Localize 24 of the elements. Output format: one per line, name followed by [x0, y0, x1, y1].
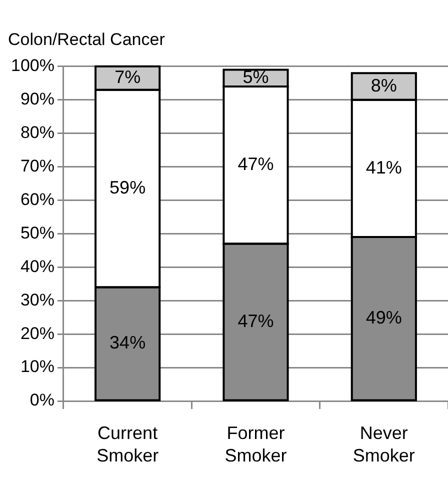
y-tick-label: 10% [20, 357, 54, 376]
y-tick-label: 0% [30, 390, 54, 410]
y-tick-label: 20% [20, 324, 54, 343]
y-tick-label: 40% [20, 256, 54, 276]
y-tick-label: 90% [20, 90, 54, 109]
y-tick-label: 50% [20, 223, 54, 242]
chart-title: Colon/Rectal Cancer [8, 30, 166, 49]
data-label: 49% [366, 308, 402, 328]
x-tick-label: Current Smoker [96, 423, 159, 466]
data-label: 34% [110, 332, 146, 353]
data-label: 7% [114, 67, 141, 88]
y-tick-label: 70% [20, 156, 54, 176]
x-tick-label: Never Smoker [352, 423, 415, 466]
data-label: 47% [238, 154, 274, 174]
y-tick-label: 30% [20, 290, 54, 310]
y-tick-label: 100% [10, 56, 54, 76]
data-label: 47% [238, 310, 274, 331]
data-label: 59% [110, 178, 146, 198]
data-label: 8% [370, 75, 397, 96]
y-tick-label: 60% [20, 190, 54, 209]
data-label: 41% [366, 157, 402, 178]
y-tick-label: 80% [20, 123, 54, 142]
data-label: 5% [242, 67, 269, 88]
x-tick-label: Former Smoker [224, 423, 287, 466]
